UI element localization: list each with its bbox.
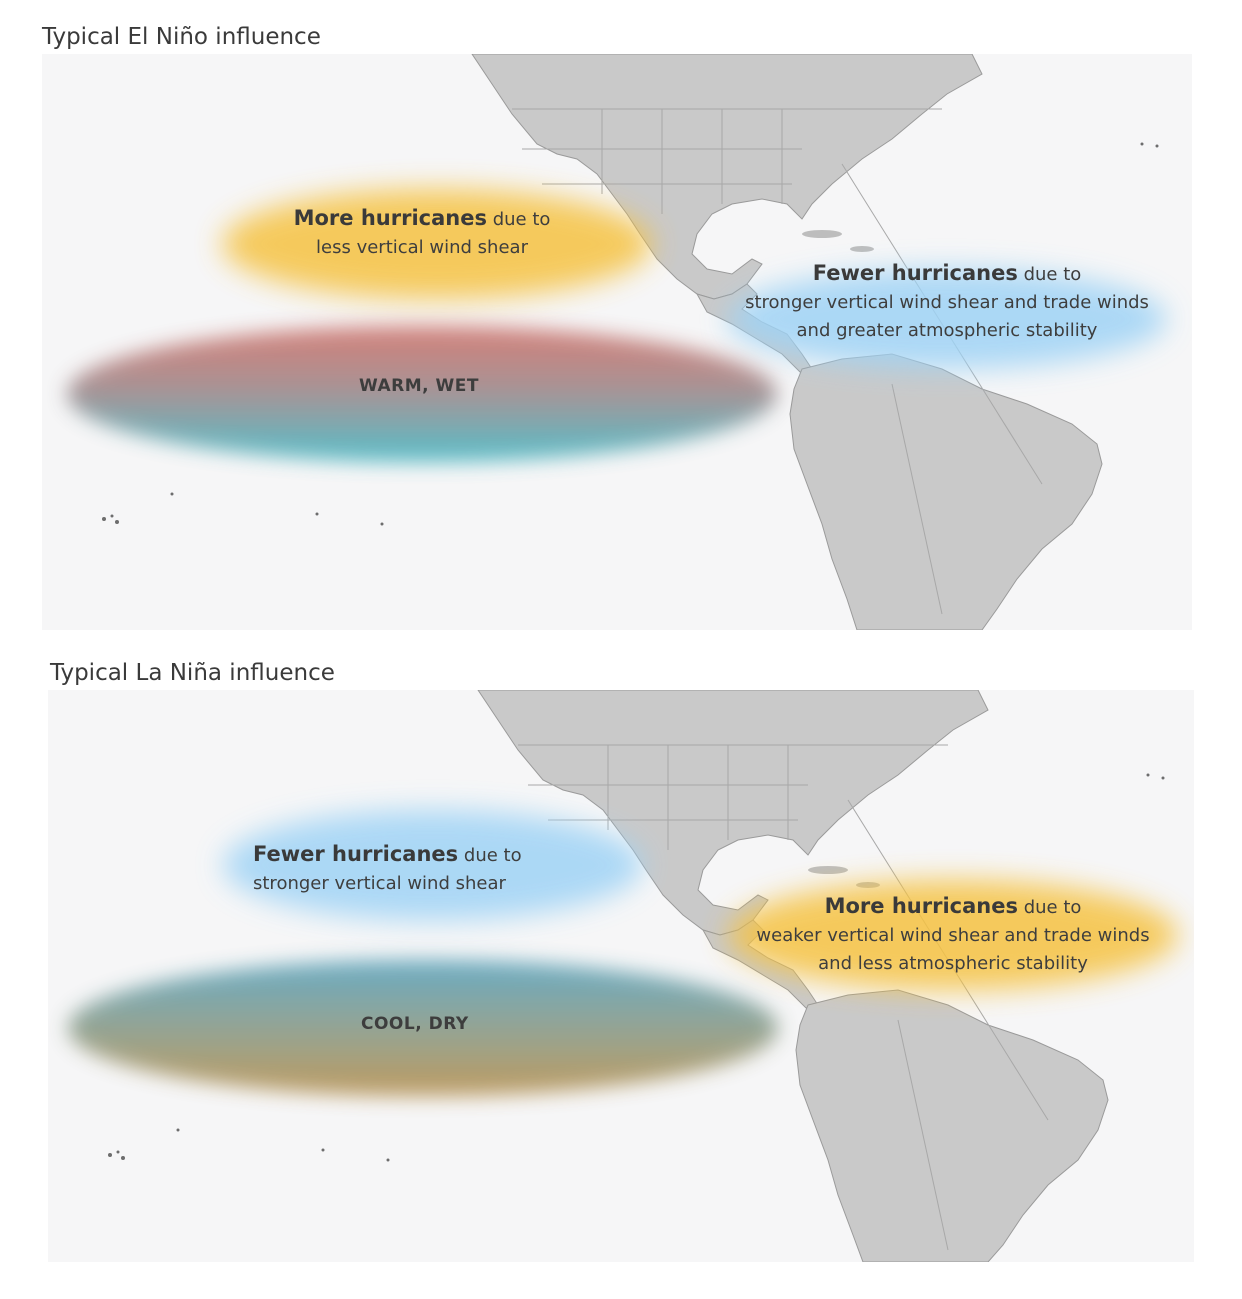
el-nino-atlantic-line3: and greater atmospheric stability xyxy=(796,320,1098,341)
la-nina-atlantic-line3: and less atmospheric stability xyxy=(818,953,1088,974)
el-nino-pacific-suffix: due to xyxy=(486,209,551,230)
caribbean-islands xyxy=(808,866,848,874)
la-nina-pacific-suffix: due to xyxy=(458,845,522,866)
pacific-islands xyxy=(108,773,1165,1162)
caribbean-islands xyxy=(802,230,842,238)
panel-title-el-nino: Typical El Niño influence xyxy=(42,24,321,50)
la-nina-pacific-label: Fewer hurricanes due to stronger vertica… xyxy=(253,840,593,898)
north-america-landmass xyxy=(471,54,983,300)
el-nino-pacific-label: More hurricanes due to less vertical win… xyxy=(232,204,612,262)
north-america-landmass xyxy=(477,690,989,936)
la-nina-atlantic-headline: More hurricanes xyxy=(824,894,1018,918)
el-nino-pacific-headline: More hurricanes xyxy=(293,206,487,230)
enso-ocean-zone xyxy=(67,326,777,462)
el-nino-atlantic-label: Fewer hurricanes due to stronger vertica… xyxy=(727,259,1167,345)
atlantic-hurricane-zone xyxy=(727,269,1167,369)
panel-title-la-nina: Typical La Niña influence xyxy=(50,660,335,686)
pacific-islands xyxy=(102,142,1159,526)
la-nina-ocean-zone-label: COOL, DRY xyxy=(361,1014,469,1034)
pacific-hurricane-zone xyxy=(222,189,652,299)
la-nina-pacific-line2: stronger vertical wind shear xyxy=(253,873,506,894)
caribbean-islands xyxy=(850,246,874,252)
la-nina-atlantic-line2: weaker vertical wind shear and trade win… xyxy=(756,925,1150,946)
la-nina-map: Fewer hurricanes due to stronger vertica… xyxy=(48,690,1194,1262)
el-nino-atlantic-suffix: due to xyxy=(1017,264,1082,285)
el-nino-atlantic-headline: Fewer hurricanes xyxy=(812,261,1018,285)
la-nina-pacific-headline: Fewer hurricanes xyxy=(253,842,459,866)
la-nina-atlantic-suffix: due to xyxy=(1017,897,1082,918)
enso-ocean-zone xyxy=(68,960,778,1096)
pacific-hurricane-zone xyxy=(223,810,643,920)
la-nina-map-graphic xyxy=(68,690,1178,1262)
el-nino-atlantic-line2: stronger vertical wind shear and trade w… xyxy=(745,292,1149,313)
la-nina-atlantic-label: More hurricanes due to weaker vertical w… xyxy=(733,892,1173,978)
atlantic-hurricane-zone xyxy=(728,880,1178,990)
south-america-landmass xyxy=(795,989,1109,1262)
el-nino-ocean-zone-label: WARM, WET xyxy=(359,376,479,396)
el-nino-map-graphic xyxy=(67,54,1167,630)
el-nino-map: More hurricanes due to less vertical win… xyxy=(42,54,1192,630)
south-america-landmass xyxy=(789,353,1103,630)
el-nino-pacific-line2: less vertical wind shear xyxy=(316,237,528,258)
